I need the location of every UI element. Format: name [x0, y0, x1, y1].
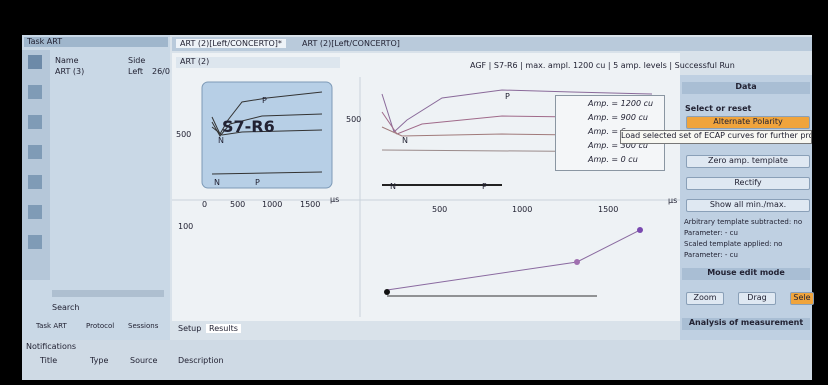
x-tick: 1000 [262, 200, 282, 209]
button[interactable]: Sele [790, 292, 814, 305]
header: ART (2) [176, 57, 340, 68]
icon[interactable] [28, 115, 42, 129]
legend-entry: Amp. = 0 cu [588, 155, 638, 164]
x-tick: 1000 [512, 205, 532, 214]
tab[interactable]: Results [206, 324, 241, 333]
button[interactable]: Zero amp. template [686, 155, 810, 168]
column-header[interactable]: Source [130, 356, 157, 365]
button[interactable]: Rectify [686, 177, 810, 190]
marker: P [262, 96, 267, 105]
marker: N [214, 178, 220, 187]
status: AGF | S7-R6 | max. ampl. 1200 cu | 5 amp… [470, 61, 735, 70]
panel-title: Notifications [26, 342, 76, 351]
document-tab[interactable]: ART (2)[Left/CONCERTO]* [176, 39, 286, 48]
column-header[interactable]: Type [90, 356, 108, 365]
document-tab[interactable]: ART (2)[Left/CONCERTO] [298, 39, 404, 48]
x-tick: 1500 [300, 200, 320, 209]
y-tick: 500 [346, 115, 361, 124]
column-header[interactable]: Description [178, 356, 224, 365]
x-tick: 500 [230, 200, 245, 209]
tab[interactable]: Task ART [36, 322, 67, 330]
x-unit: µs [668, 196, 677, 205]
button[interactable]: Alternate Polarity [686, 116, 810, 129]
screen: Task ART Name Side ART (3) Left 26/0 Sea… [0, 0, 828, 385]
icon[interactable] [28, 205, 42, 219]
tab[interactable]: Setup [178, 324, 201, 333]
point [384, 289, 390, 295]
x-tick: 1500 [598, 205, 618, 214]
x-unit: µs [330, 195, 339, 204]
point [637, 227, 643, 233]
marker: P [255, 178, 260, 187]
search-label[interactable]: Search [52, 303, 79, 312]
y-tick: 100 [178, 222, 193, 231]
legend-entry: Amp. = 900 cu [588, 113, 648, 122]
tree-cell: Left [128, 67, 143, 76]
point [574, 259, 580, 265]
marker: P [482, 182, 487, 191]
marker: N [402, 136, 408, 145]
x-tick: 0 [202, 200, 207, 209]
x-tick: 500 [432, 205, 447, 214]
section-title[interactable]: Analysis of measurement [682, 318, 810, 330]
marker: N [390, 182, 396, 191]
curve [387, 230, 640, 290]
button[interactable]: Drag [738, 292, 776, 305]
tree-cell: 26/0 [152, 67, 170, 76]
button[interactable]: Zoom [686, 292, 724, 305]
tab[interactable]: Protocol [86, 322, 114, 330]
tab[interactable]: Sessions [128, 322, 158, 330]
button[interactable]: Show all min./max. [686, 199, 810, 212]
tooltip: Load selected set of ECAP curves for fur… [620, 130, 812, 144]
info: Parameter: - cu [684, 251, 738, 259]
left-title: Task ART [27, 37, 62, 46]
icon[interactable] [28, 145, 42, 159]
icon[interactable] [28, 175, 42, 189]
marker: P [505, 92, 510, 101]
icon[interactable] [28, 235, 42, 249]
section-title[interactable]: Mouse edit mode [682, 268, 810, 280]
marker: N [218, 136, 224, 145]
y-tick: 500 [176, 130, 191, 139]
column-header[interactable]: Side [128, 56, 145, 65]
inset-label: S7-R6 [222, 117, 275, 136]
column-header[interactable]: Title [40, 356, 57, 365]
label: Select or reset [685, 104, 751, 113]
section-title[interactable]: Data [682, 82, 810, 94]
legend-entry: Amp. = 1200 cu [588, 99, 653, 108]
info: Scaled template applied: no [684, 240, 782, 248]
icon[interactable] [28, 85, 42, 99]
info: Parameter: - cu [684, 229, 738, 237]
info: Arbitrary template subtracted: no [684, 218, 802, 226]
tree-item[interactable]: ART (3) [55, 67, 84, 76]
column-header[interactable]: Name [55, 56, 79, 65]
scrollbar[interactable] [52, 290, 164, 297]
icon[interactable] [28, 55, 42, 69]
